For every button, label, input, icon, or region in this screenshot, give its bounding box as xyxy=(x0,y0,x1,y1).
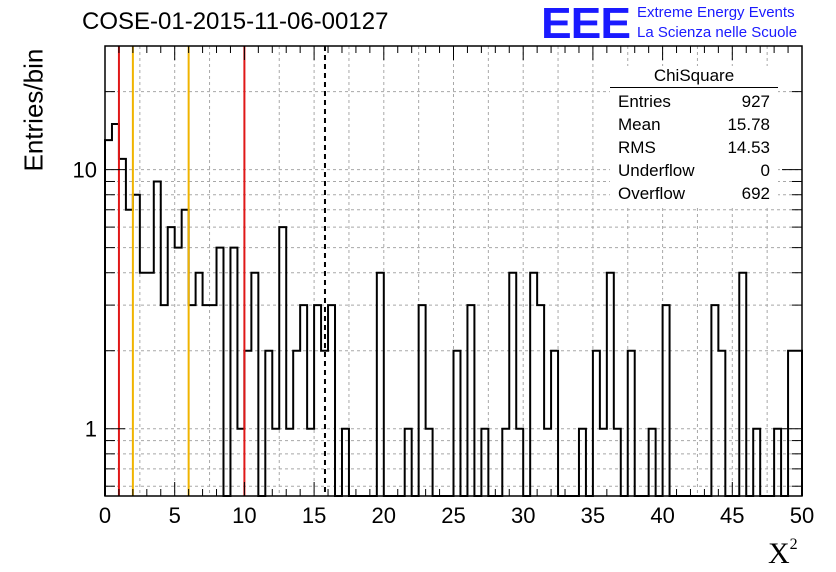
histogram-bin xyxy=(551,351,558,496)
histogram-bin xyxy=(454,351,461,496)
x-tick-label: 30 xyxy=(511,503,535,528)
x-tick-label: 15 xyxy=(302,503,326,528)
stats-label: Mean xyxy=(618,115,661,134)
histogram-bin xyxy=(530,273,537,496)
x-tick-label: 50 xyxy=(790,503,814,528)
histogram-bin xyxy=(467,305,474,496)
histogram-bin xyxy=(293,351,300,496)
histogram-bin xyxy=(126,210,133,496)
stats-row-underflow: Underflow 0 xyxy=(610,159,778,182)
histogram-bin xyxy=(265,351,272,496)
x-tick-label: 0 xyxy=(99,503,111,528)
stats-value: 927 xyxy=(741,92,770,111)
histogram-bin xyxy=(196,273,203,496)
y-tick-label: 10 xyxy=(73,158,97,183)
x-axis-label-superscript: 2 xyxy=(789,536,798,553)
histogram-bin xyxy=(168,227,175,496)
histogram-bin xyxy=(593,351,600,496)
stats-label: Entries xyxy=(618,92,671,111)
y-tick-label: 1 xyxy=(85,417,97,442)
histogram-bin xyxy=(189,305,196,496)
histogram-bin xyxy=(203,305,210,496)
stats-value: 692 xyxy=(741,184,770,203)
stats-row-mean: Mean 15.78 xyxy=(610,113,778,136)
eee-logo: EEE xyxy=(541,0,631,48)
stats-value: 15.78 xyxy=(727,115,770,134)
histogram-bin xyxy=(537,305,544,496)
logo-line-2: La Scienza nelle Scuole xyxy=(637,24,798,41)
stats-label: Underflow xyxy=(618,161,695,180)
x-tick-label: 40 xyxy=(650,503,674,528)
histogram-bin xyxy=(795,351,802,496)
stats-box: ChiSquare Entries 927 Mean 15.78 RMS 14.53 … xyxy=(610,66,778,205)
histogram-bin xyxy=(788,351,795,496)
x-tick-label: 25 xyxy=(441,503,465,528)
histogram-bin xyxy=(182,210,189,496)
x-tick-label: 20 xyxy=(372,503,396,528)
stats-row-entries: Entries 927 xyxy=(610,90,778,113)
histogram-bin xyxy=(217,248,224,496)
stats-value: 0 xyxy=(760,161,770,180)
histogram-bin xyxy=(175,248,182,496)
histogram-bin xyxy=(718,351,725,496)
histogram-bin xyxy=(161,305,168,496)
histogram-bin xyxy=(377,273,384,496)
histogram-bin xyxy=(244,351,251,496)
chart-title: COSE-01-2015-11-06-00127 xyxy=(82,8,389,35)
histogram-bin xyxy=(419,305,426,496)
stats-title: ChiSquare xyxy=(610,66,778,88)
histogram-bin xyxy=(105,140,112,496)
histogram-bin xyxy=(251,273,258,496)
stats-value: 14.53 xyxy=(727,138,770,157)
y-axis-label: Entries/bin xyxy=(18,48,49,172)
histogram-bin xyxy=(230,248,237,496)
x-axis-label: X2 xyxy=(768,536,798,571)
stats-label: RMS xyxy=(618,138,656,157)
x-tick-label: 35 xyxy=(581,503,605,528)
x-axis-label-text: X xyxy=(768,537,790,570)
stats-row-overflow: Overflow 692 xyxy=(610,182,778,205)
histogram-bin xyxy=(140,273,147,496)
x-tick-label: 5 xyxy=(169,503,181,528)
stats-label: Overflow xyxy=(618,184,686,203)
histogram-bin xyxy=(711,305,718,496)
x-tick-label: 10 xyxy=(232,503,256,528)
histogram-bin xyxy=(328,305,335,496)
histogram-bin xyxy=(210,305,217,496)
histogram-bin xyxy=(133,195,140,496)
histogram-bin xyxy=(628,351,635,496)
histogram-bin xyxy=(739,273,746,496)
stats-row-rms: RMS 14.53 xyxy=(610,136,778,159)
x-tick-label: 45 xyxy=(720,503,744,528)
histogram-bin xyxy=(509,273,516,496)
histogram-bin xyxy=(154,181,161,496)
histogram-bin xyxy=(147,273,154,496)
logo-line-1: Extreme Energy Events xyxy=(637,4,795,21)
histogram-bin xyxy=(607,273,614,496)
histogram-bin xyxy=(314,305,321,496)
histogram-bin xyxy=(279,227,286,496)
histogram-bin xyxy=(300,305,307,496)
histogram-bin xyxy=(663,305,670,496)
